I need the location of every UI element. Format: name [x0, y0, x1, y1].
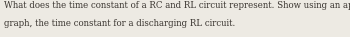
Text: What does the time constant of a RC and RL circuit represent. Show using an appr: What does the time constant of a RC and …	[4, 1, 350, 10]
Text: graph, the time constant for a discharging RL circuit.: graph, the time constant for a dischargi…	[4, 18, 236, 27]
